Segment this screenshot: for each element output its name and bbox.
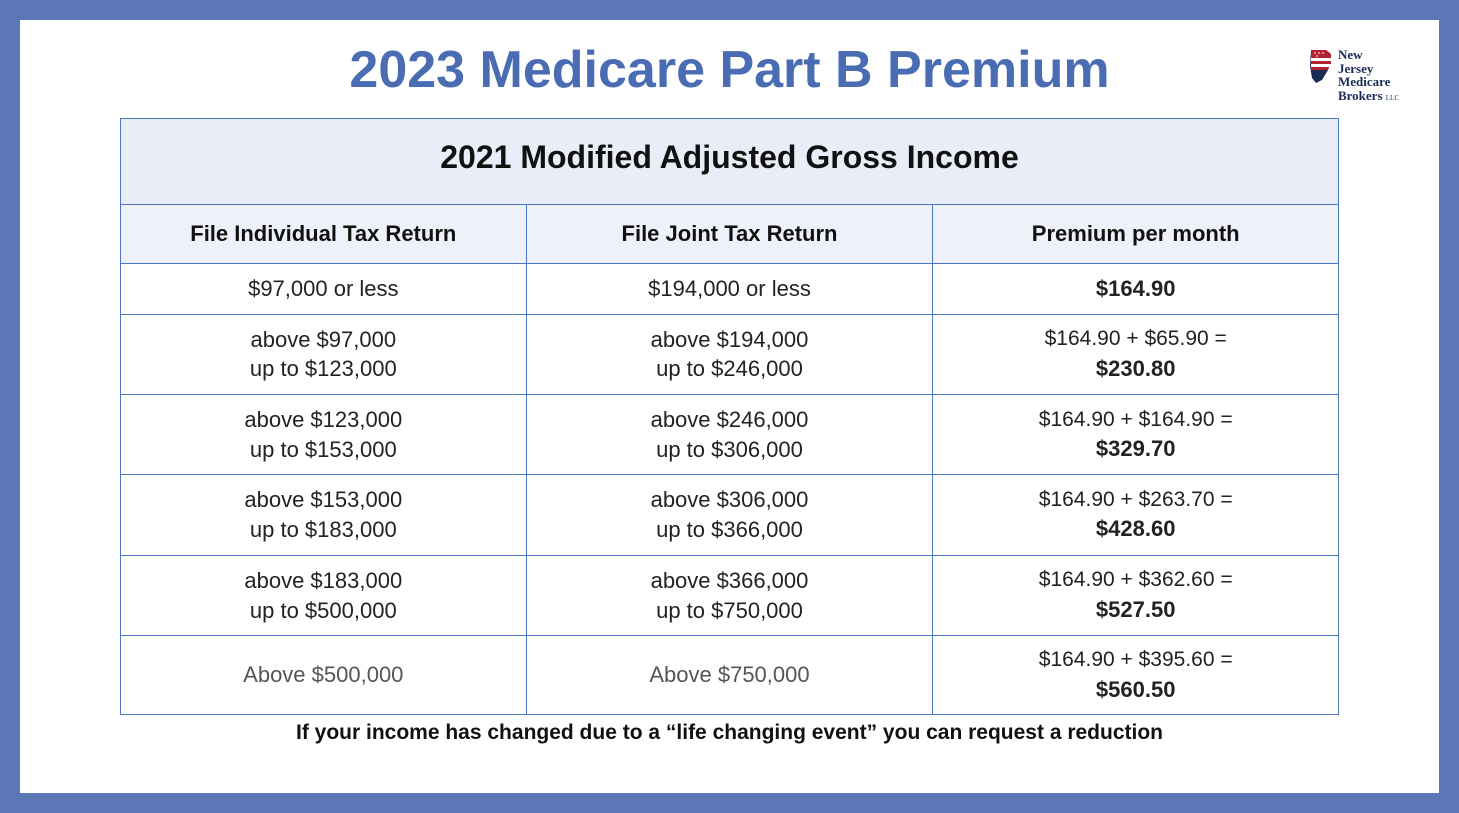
footnote: If your income has changed due to a “lif… [120, 721, 1339, 745]
cell-premium: $164.90 + $164.90 =$329.70 [933, 395, 1339, 475]
table-row: Above $500,000Above $750,000$164.90 + $3… [121, 636, 1339, 715]
cell-joint: above $366,000up to $750,000 [526, 555, 933, 635]
logo-line: Jersey [1338, 62, 1399, 76]
cell-premium: $164.90 + $395.60 =$560.50 [933, 636, 1339, 715]
brand-logo-text: New Jersey Medicare Brokers LLC [1338, 48, 1399, 103]
cell-joint: above $246,000up to $306,000 [526, 395, 933, 475]
logo-line: Medicare [1338, 75, 1399, 89]
cell-individual: above $123,000up to $153,000 [121, 395, 527, 475]
logo-line: Brokers [1338, 88, 1383, 103]
cell-individual: above $153,000up to $183,000 [121, 475, 527, 555]
cell-individual: above $183,000up to $500,000 [121, 555, 527, 635]
col-header-joint: File Joint Tax Return [526, 205, 933, 264]
cell-individual: Above $500,000 [121, 636, 527, 715]
table-body: $97,000 or less$194,000 or less$164.90ab… [121, 264, 1339, 715]
logo-line: New [1338, 48, 1399, 62]
col-header-premium: Premium per month [933, 205, 1339, 264]
cell-premium: $164.90 [933, 264, 1339, 315]
nj-flag-icon [1306, 48, 1334, 84]
table-header-main: 2021 Modified Adjusted Gross Income [121, 119, 1339, 205]
brand-logo: New Jersey Medicare Brokers LLC [1306, 48, 1399, 103]
cell-individual: $97,000 or less [121, 264, 527, 315]
cell-joint: above $306,000up to $366,000 [526, 475, 933, 555]
document-frame: New Jersey Medicare Brokers LLC 2023 Med… [0, 0, 1459, 813]
cell-joint: $194,000 or less [526, 264, 933, 315]
cell-premium: $164.90 + $263.70 =$428.60 [933, 475, 1339, 555]
logo-suffix: LLC [1386, 94, 1399, 102]
cell-premium: $164.90 + $362.60 =$527.50 [933, 555, 1339, 635]
table-row: above $123,000up to $153,000above $246,0… [121, 395, 1339, 475]
table-row: above $183,000up to $500,000above $366,0… [121, 555, 1339, 635]
cell-joint: above $194,000up to $246,000 [526, 314, 933, 394]
col-header-individual: File Individual Tax Return [121, 205, 527, 264]
cell-joint: Above $750,000 [526, 636, 933, 715]
table-row: above $153,000up to $183,000above $306,0… [121, 475, 1339, 555]
page-title: 2023 Medicare Part B Premium [120, 40, 1339, 100]
cell-premium: $164.90 + $65.90 =$230.80 [933, 314, 1339, 394]
table-row: above $97,000up to $123,000above $194,00… [121, 314, 1339, 394]
table-row: $97,000 or less$194,000 or less$164.90 [121, 264, 1339, 315]
premium-table: 2021 Modified Adjusted Gross Income File… [120, 118, 1339, 715]
cell-individual: above $97,000up to $123,000 [121, 314, 527, 394]
